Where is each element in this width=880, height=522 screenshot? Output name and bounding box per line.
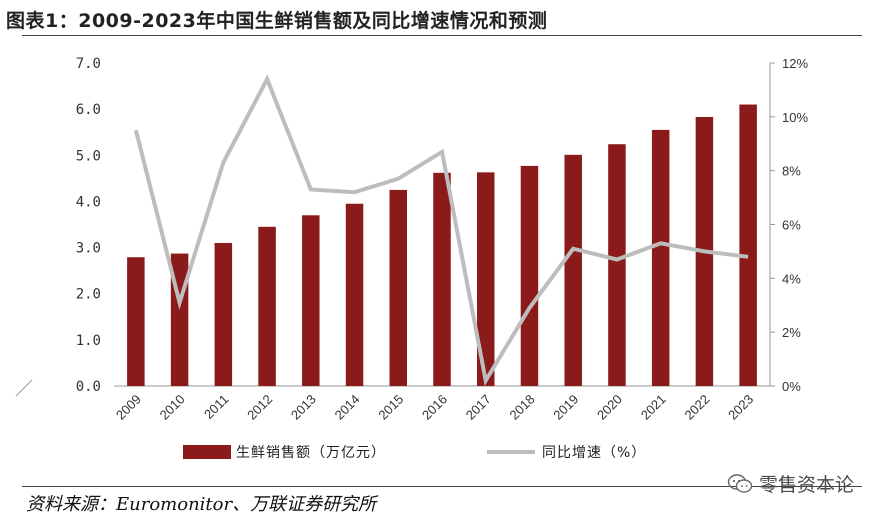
- x-tick-label: 2020: [594, 392, 625, 423]
- source-note: 资料来源：Euromonitor、万联证券研究所: [26, 494, 377, 515]
- bar-2021: [651, 129, 670, 386]
- line-series: [133, 74, 749, 387]
- bar-series: [127, 104, 757, 387]
- x-tick-label: 2022: [681, 392, 712, 423]
- x-tick-label: 2019: [550, 392, 581, 423]
- bar-2012: [258, 226, 276, 386]
- bar-2009: [127, 257, 145, 386]
- y-left-tick-label: 5.0: [76, 148, 101, 164]
- legend-line-label: 同比增速（%）: [542, 445, 646, 461]
- bar-2016: [433, 172, 451, 386]
- chat-bubble-icon: [727, 473, 753, 493]
- x-tick-label: 2013: [288, 392, 319, 423]
- y-left-tick-label: 4.0: [76, 194, 101, 210]
- legend-bar-swatch: [183, 445, 231, 459]
- y-right-tick-label: 2%: [782, 325, 801, 340]
- bar-2014: [345, 203, 364, 386]
- chart-axes: 0.0 1.0 2.0 3.0 4.0 5.0 6.0 7.0 0% 2% 4% 6% 8% 10% 12%: [76, 56, 809, 395]
- bar-2020: [608, 144, 626, 386]
- bar-2023: [739, 104, 757, 387]
- y-right-tick-label: 4%: [782, 271, 801, 286]
- y-left-tick-label: 1.0: [76, 333, 101, 349]
- bar-2019: [564, 154, 582, 386]
- x-tick-label: 2011: [201, 392, 231, 422]
- x-tick-label: 2018: [507, 392, 538, 423]
- y-left-tick-label: 3.0: [76, 241, 101, 257]
- x-tick-label: 2017: [463, 392, 494, 423]
- y-right-tick-label: 8%: [782, 164, 801, 179]
- bar-2015: [389, 189, 408, 386]
- watermark-text: 零售资本论: [758, 474, 854, 496]
- x-tick-label: 2021: [638, 392, 669, 423]
- bar-2013: [302, 215, 320, 386]
- x-tick-label: 2012: [244, 392, 275, 423]
- x-tick-label: 2016: [419, 392, 450, 423]
- y-left-tick-label: 6.0: [76, 102, 101, 118]
- x-tick-label: 2010: [157, 392, 188, 423]
- y-left-tick-label: 2.0: [76, 287, 101, 303]
- x-axis-labels: 2009 2010 2011 2012 2013 2014 2015 2016 2017 2018…: [113, 392, 756, 423]
- y-right-tick-label: 6%: [782, 218, 801, 233]
- bar-2018: [520, 165, 539, 386]
- chart-title: 图表1：2009-2023年中国生鲜销售额及同比增速情况和预测: [6, 10, 548, 32]
- y-right-tick-label: 10%: [782, 110, 808, 125]
- x-tick-label: 2009: [113, 392, 144, 423]
- x-tick-label: 2015: [375, 392, 406, 423]
- title-divider: [22, 35, 862, 36]
- x-tick-label: 2023: [725, 392, 756, 423]
- x-tick-label: 2014: [332, 392, 363, 423]
- y-right-tick-label: 0%: [782, 379, 801, 394]
- decorative-slash: [15, 379, 33, 397]
- bar-2017: [476, 172, 495, 386]
- footer-divider: [22, 486, 862, 487]
- y-left-tick-label: 0.0: [76, 379, 101, 395]
- legend-bar-label: 生鲜销售额（万亿元）: [236, 445, 386, 461]
- bar-2011: [214, 242, 233, 386]
- y-left-tick-label: 7.0: [76, 56, 101, 72]
- watermark: 零售资本论: [727, 470, 854, 497]
- legend: 生鲜销售额（万亿元） 同比增速（%）: [183, 445, 646, 461]
- y-right-tick-label: 12%: [782, 56, 808, 71]
